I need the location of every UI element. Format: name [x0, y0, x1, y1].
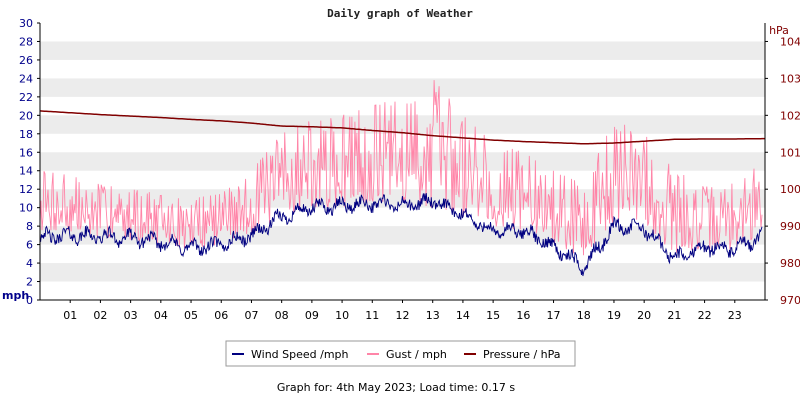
left-tick-label: 18 [19, 128, 33, 141]
wind-speed-series [39, 193, 763, 277]
x-tick-label: 11 [365, 309, 379, 322]
legend-label-gust: Gust / mph [386, 348, 447, 361]
pressure-series [39, 110, 765, 145]
x-tick-label: 02 [93, 309, 107, 322]
x-tick-label: 15 [486, 309, 500, 322]
x-tick-label: 01 [63, 309, 77, 322]
left-tick-label: 26 [19, 54, 33, 67]
right-tick-label: 980 [780, 257, 800, 270]
right-tick-label: 990 [780, 220, 800, 233]
grid-band [40, 78, 765, 97]
x-tick-label: 03 [124, 309, 138, 322]
x-tick-label: 09 [305, 309, 319, 322]
grid-bands [40, 23, 765, 300]
x-tick-label: 07 [244, 309, 258, 322]
left-tick-label: 8 [26, 220, 33, 233]
x-tick-label: 21 [667, 309, 681, 322]
left-tick-label: 2 [26, 276, 33, 289]
left-tick-label: 4 [26, 257, 33, 270]
gust-line [39, 80, 763, 256]
left-tick-label: 14 [19, 165, 33, 178]
x-tick-label: 18 [577, 309, 591, 322]
left-tick-label: 30 [19, 17, 33, 30]
right-axis-label: hPa [769, 24, 789, 37]
x-tick-label: 17 [547, 309, 561, 322]
x-tick-label: 22 [698, 309, 712, 322]
gust-series [39, 80, 763, 256]
left-tick-label: 10 [19, 202, 33, 215]
pressure-line [39, 110, 765, 145]
right-tick-label: 1000 [780, 183, 800, 196]
x-tick-label: 05 [184, 309, 198, 322]
x-tick-label: 14 [456, 309, 470, 322]
x-tick-label: 06 [214, 309, 228, 322]
right-tick-label: 1010 [780, 146, 800, 159]
left-tick-label: 6 [26, 239, 33, 252]
left-tick-label: 16 [19, 146, 33, 159]
x-tick-label: 19 [607, 309, 621, 322]
x-tick-label: 13 [426, 309, 440, 322]
grid-band [40, 263, 765, 282]
wind-speed-line [39, 193, 763, 277]
legend: Wind Speed /mph Gust / mph Pressure / hP… [225, 340, 576, 367]
chart-title: Daily graph of Weather [327, 7, 473, 20]
x-tick-label: 16 [516, 309, 530, 322]
grid-band [40, 115, 765, 134]
legend-label-wind: Wind Speed /mph [251, 348, 349, 361]
left-axis-label: mph [2, 289, 29, 302]
x-tick-label: 23 [728, 309, 742, 322]
x-tick-label: 12 [396, 309, 410, 322]
left-tick-label: 12 [19, 183, 33, 196]
left-tick-label: 24 [19, 72, 33, 85]
left-tick-label: 28 [19, 35, 33, 48]
legend-box [225, 340, 576, 367]
x-tick-label: 04 [154, 309, 168, 322]
left-tick-label: 22 [19, 91, 33, 104]
legend-label-pressure: Pressure / hPa [483, 348, 561, 361]
x-tick-label: 10 [335, 309, 349, 322]
x-axis-ticks: 01 02 03 04 05 06 07 08 09 10 11 12 13 14 15 16 17 18 19 20… [63, 300, 742, 322]
x-tick-label: 20 [637, 309, 651, 322]
left-tick-label: 20 [19, 109, 33, 122]
x-tick-label: 08 [275, 309, 289, 322]
footer-text: Graph for: 4th May 2023; Load time: 0.17… [277, 381, 516, 394]
grid-band [40, 41, 765, 60]
right-tick-label: 970 [780, 294, 800, 307]
left-tick-label: 0 [26, 294, 33, 307]
right-tick-label: 1030 [780, 72, 800, 85]
